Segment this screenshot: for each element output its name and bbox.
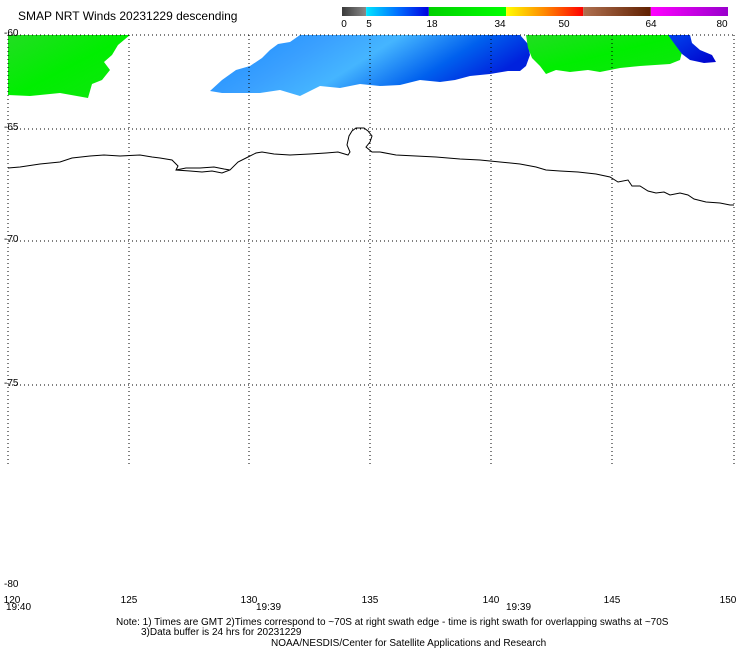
lat-label: -65 bbox=[4, 122, 19, 133]
lon-label: 135 bbox=[361, 595, 379, 606]
colorbar-segment bbox=[650, 7, 728, 16]
coastline bbox=[7, 127, 734, 206]
lon-label: 140 bbox=[482, 595, 500, 606]
wind-swaths bbox=[8, 35, 716, 98]
colorbar-segment bbox=[366, 7, 429, 16]
swath-green-left bbox=[8, 35, 130, 98]
lat-label: -70 bbox=[4, 234, 19, 245]
graticule bbox=[7, 34, 735, 465]
note-line-1: Note: 1) Times are GMT 2)Times correspon… bbox=[116, 617, 669, 628]
swath-green-right bbox=[526, 35, 682, 74]
colorbar-label: 34 bbox=[494, 19, 506, 30]
lat-label: -75 bbox=[4, 378, 19, 389]
colorbar-label: 64 bbox=[645, 19, 657, 30]
lon-label: 125 bbox=[120, 595, 138, 606]
colorbar-segment bbox=[506, 7, 584, 16]
colorbar-segment bbox=[342, 7, 367, 16]
colorbar-segment bbox=[583, 7, 651, 16]
lat-label: -60 bbox=[4, 28, 19, 39]
swath-time: 19:40 bbox=[6, 602, 32, 613]
lon-label: 120 bbox=[3, 595, 21, 606]
lon-label: 130 bbox=[240, 595, 258, 606]
lat-label: -80 bbox=[4, 579, 19, 590]
swath-blue-right bbox=[668, 35, 716, 63]
colorbar-label: 18 bbox=[426, 19, 438, 30]
colorbar-label: 5 bbox=[366, 19, 372, 30]
coastline-inner bbox=[175, 166, 231, 171]
colorbar-label: 0 bbox=[341, 19, 347, 30]
colorbar-label: 80 bbox=[716, 19, 728, 30]
swath-time: 19:39 bbox=[506, 602, 532, 613]
colorbar-label: 50 bbox=[558, 19, 570, 30]
note-line-2: 3)Data buffer is 24 hrs for 20231229 bbox=[141, 627, 302, 638]
colorbar bbox=[342, 7, 728, 16]
colorbar-segment bbox=[428, 7, 507, 16]
note-line-3: NOAA/NESDIS/Center for Satellite Applica… bbox=[271, 638, 547, 649]
swath-time: 19:39 bbox=[256, 602, 282, 613]
swath-blue-center bbox=[210, 35, 530, 96]
lon-label: 145 bbox=[603, 595, 621, 606]
map-title: SMAP NRT Winds 20231229 descending bbox=[18, 9, 238, 23]
lon-label: 150 bbox=[719, 595, 737, 606]
